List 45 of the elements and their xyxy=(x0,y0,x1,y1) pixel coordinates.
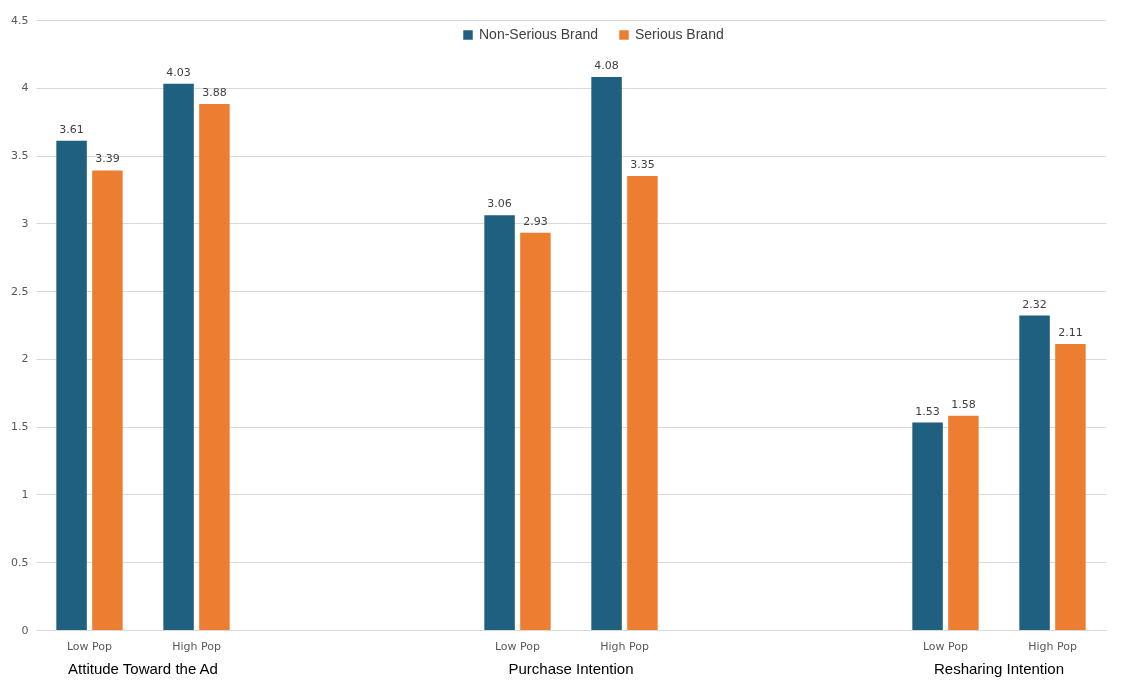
legend-label: Serious Brand xyxy=(635,26,724,42)
y-tick-label: 4.5 xyxy=(11,13,29,27)
bar xyxy=(591,76,622,630)
data-label: 2.32 xyxy=(1022,297,1047,311)
bar xyxy=(948,415,979,630)
data-label: 4.03 xyxy=(166,65,191,79)
data-label: 1.58 xyxy=(951,397,976,411)
y-tick-label: 2.5 xyxy=(11,284,29,298)
bar xyxy=(1019,315,1050,630)
bar xyxy=(627,175,658,630)
x-tick-label: Low Pop xyxy=(66,639,113,653)
text: Purchase Intention xyxy=(508,660,634,677)
bar xyxy=(520,232,551,630)
text: Resharing Intention xyxy=(933,660,1065,677)
y-tick-label: 1.5 xyxy=(11,420,29,434)
x-tick-label: Low Pop xyxy=(494,639,541,653)
y-tick-label: 4 xyxy=(21,81,29,95)
text: Attitude Toward the Ad xyxy=(68,660,218,677)
y-tick-label: 2 xyxy=(21,352,29,366)
data-label: 2.93 xyxy=(523,214,548,228)
x-tick-label: Low Pop xyxy=(922,639,969,653)
y-tick-label: 0.5 xyxy=(11,555,29,569)
bar xyxy=(484,215,515,630)
data-label: 3.06 xyxy=(487,197,512,211)
bar xyxy=(92,170,123,630)
bar xyxy=(912,422,943,630)
x-tick-label: High Pop xyxy=(600,639,649,653)
y-tick-label: 0 xyxy=(21,623,29,637)
x-tick-label: High Pop xyxy=(1028,639,1077,653)
legend-label: Non-Serious Brand xyxy=(479,26,599,42)
data-label: 4.08 xyxy=(594,58,619,72)
data-label: 2.11 xyxy=(1058,325,1083,339)
data-label: 3.88 xyxy=(202,86,227,100)
bar xyxy=(56,140,87,630)
bar xyxy=(199,104,230,630)
data-label: 3.39 xyxy=(95,152,120,166)
y-tick-label: 1 xyxy=(21,487,29,501)
y-tick-label: 3.5 xyxy=(11,149,29,163)
data-label: 1.53 xyxy=(915,404,940,418)
data-label: 3.61 xyxy=(59,122,84,136)
y-tick-label: 3 xyxy=(21,216,29,230)
bar xyxy=(1055,343,1086,630)
bar xyxy=(163,83,194,630)
data-label: 3.35 xyxy=(630,157,655,171)
x-tick-label: High Pop xyxy=(172,639,221,653)
